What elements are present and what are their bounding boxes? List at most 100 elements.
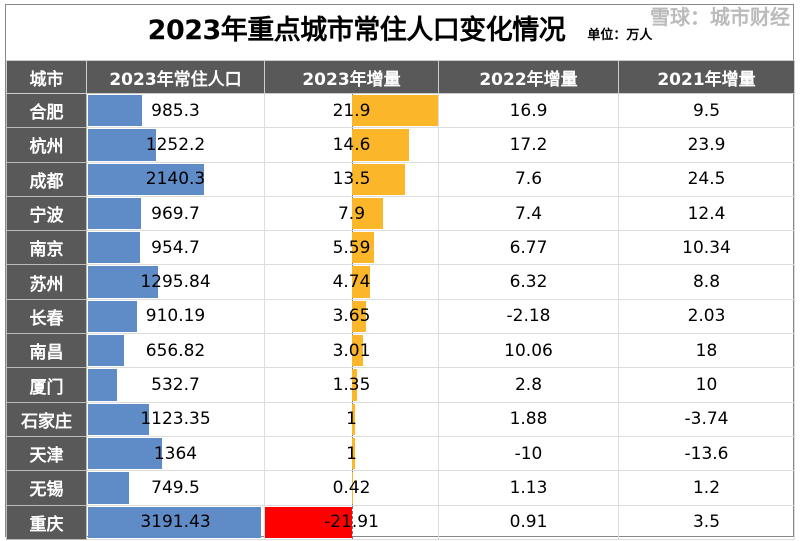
cell-value: 24.5 [687,169,726,190]
population-bar [88,335,124,367]
value-cell: 3.5 [618,504,795,540]
cell-value: 石家庄 [21,411,72,432]
value-cell: 1.35 [264,367,439,403]
value-cell: 13.5 [264,161,439,197]
city-cell: 天津 [6,435,87,472]
cell-value: 0.42 [332,477,371,498]
cell-value: 10.34 [682,237,731,258]
cell-value: 1123.35 [140,409,211,430]
value-cell: 1123.35 [86,401,265,437]
cell-value: 长春 [29,308,64,329]
cell-value: 6.32 [509,272,548,293]
cell-value: 合肥 [29,103,64,124]
cell-value: 13.5 [332,169,371,190]
value-cell: 3.65 [264,298,439,335]
value-cell: 16.9 [438,92,619,129]
value-cell: 17.2 [438,127,619,163]
increment-bar [351,403,356,435]
table-row: 南京 954.7 5.59 6.77 10.34 [6,230,795,266]
value-cell: 7.6 [438,161,619,197]
column-header: 城市 [6,60,87,94]
value-cell: 12.4 [618,195,795,232]
value-cell: 4.74 [264,264,439,300]
value-cell: 24.5 [618,161,795,197]
city-cell: 成都 [6,161,87,197]
population-bar [88,437,163,470]
cell-value: 1364 [153,443,198,464]
increment-bar [351,369,357,401]
value-cell: 9.5 [618,92,795,129]
increment-bar [265,506,352,538]
cell-value: 1295.84 [140,272,211,293]
column-header: 2022年增量 [438,60,619,94]
increment-bar [351,300,366,333]
cell-value: 954.7 [151,237,200,258]
increment-bar [351,129,410,161]
cell-value: 10.06 [504,340,553,361]
city-cell: 南京 [6,230,87,266]
value-cell: 1.88 [438,401,619,437]
value-cell: 10 [618,367,795,403]
city-cell: 宁波 [6,195,87,232]
value-cell: 5.59 [264,230,439,266]
cell-value: 17.2 [509,134,548,155]
population-bar [88,163,205,195]
table-row: 重庆 3191.43 -21.91 0.91 3.5 [6,504,795,540]
cell-value: 重庆 [29,514,64,535]
cell-value: 12.4 [687,203,726,224]
value-cell: 2.8 [438,367,619,403]
table-row: 石家庄 1123.35 1 1.88 -3.74 [6,401,795,437]
cell-value: 4.74 [332,272,371,293]
cell-value: 969.7 [151,203,200,224]
cell-value: 0.91 [509,512,548,533]
cell-value: 1.13 [509,477,548,498]
table-row: 杭州 1252.2 14.6 17.2 23.9 [6,127,795,163]
value-cell: 749.5 [86,470,265,506]
cell-value: 宁波 [29,206,64,227]
cell-value: 苏州 [29,274,64,295]
column-header: 2023年常住人口 [86,60,265,94]
cell-value: 749.5 [151,477,200,498]
table-row: 厦门 532.7 1.35 2.8 10 [6,367,795,403]
title-bar: 2023年重点城市常住人口变化情况 单位：万人 [0,8,800,54]
value-cell: 985.3 [86,92,265,129]
cell-value: -3.74 [684,409,729,430]
value-cell: 1252.2 [86,127,265,163]
value-cell: 7.9 [264,195,439,232]
value-cell: 2140.3 [86,161,265,197]
value-cell: 954.7 [86,230,265,266]
population-bar [88,197,141,230]
cell-value: 1.2 [692,477,721,498]
cell-value: 6.77 [509,237,548,258]
cell-value: 3.65 [332,306,371,327]
value-cell: 1.13 [438,470,619,506]
cell-value: 天津 [29,446,64,467]
city-cell: 杭州 [6,127,87,163]
value-cell: 2.03 [618,298,795,335]
watermark: 雪球：城市财经 [650,5,790,29]
population-bar [88,300,138,333]
cell-value: 1 [346,409,357,430]
cell-value: 成都 [29,171,64,192]
cell-value: 2.8 [514,375,543,396]
value-cell: 18 [618,333,795,369]
increment-bar [351,335,364,367]
chart-title: 2023年重点城市常住人口变化情况 [147,15,566,46]
value-cell: 910.19 [86,298,265,335]
value-cell: 23.9 [618,127,795,163]
population-bar [88,266,159,298]
cell-value: 杭州 [29,137,64,158]
value-cell: -2.18 [438,298,619,335]
value-cell: -13.6 [618,435,795,472]
increment-bar [351,95,438,127]
cell-value: -13.6 [684,443,729,464]
cell-value: 7.4 [514,203,543,224]
cell-value: -10 [514,443,543,464]
value-cell: 1 [264,435,439,472]
value-cell: -3.74 [618,401,795,437]
city-cell: 南昌 [6,333,87,369]
table-row: 宁波 969.7 7.9 7.4 12.4 [6,195,795,232]
increment-bar [351,437,356,470]
cell-value: 8.8 [692,272,721,293]
cell-value: 2140.3 [145,169,206,190]
